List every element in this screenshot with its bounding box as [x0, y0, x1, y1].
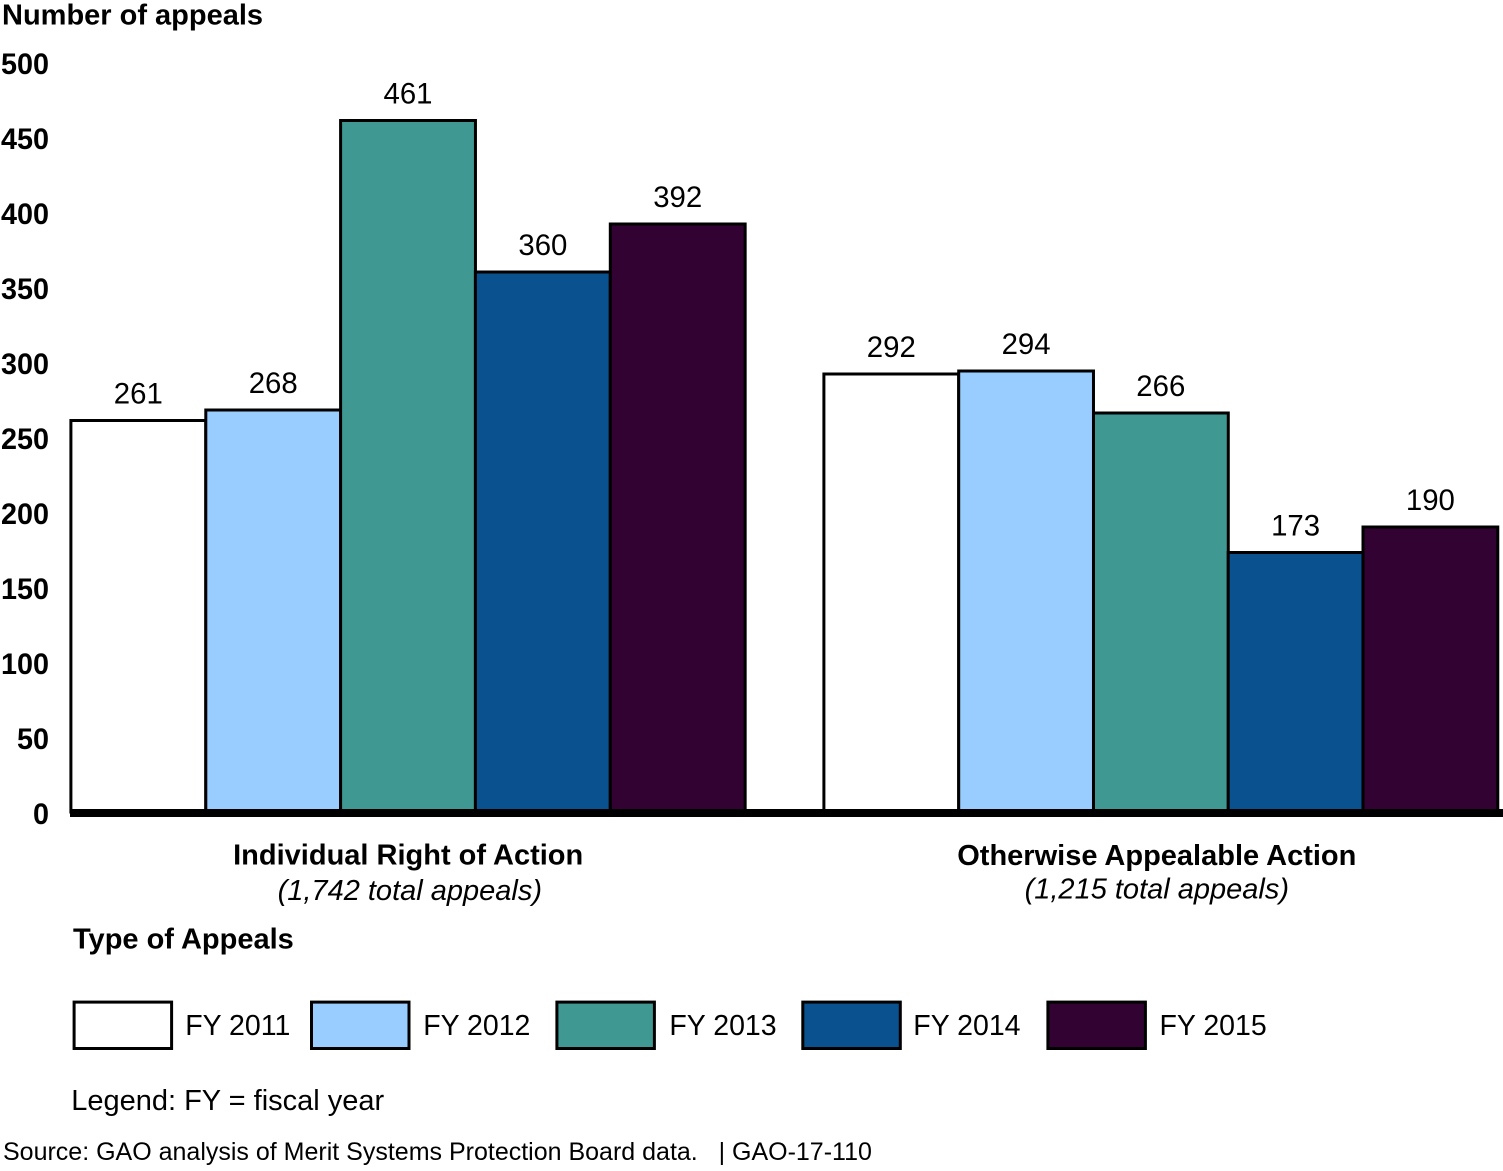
- svg-text:250: 250: [1, 423, 49, 456]
- svg-text:0: 0: [33, 798, 49, 831]
- svg-text:Individual Right of Action: Individual Right of Action: [233, 839, 583, 871]
- svg-text:294: 294: [1002, 328, 1051, 361]
- svg-text:266: 266: [1136, 370, 1185, 403]
- svg-text:400: 400: [1, 198, 49, 231]
- svg-text:FY 2012: FY 2012: [423, 1010, 530, 1042]
- svg-text:FY 2014: FY 2014: [913, 1010, 1020, 1042]
- svg-text:FY 2011: FY 2011: [185, 1010, 290, 1042]
- svg-text:(1,742 total appeals): (1,742 total appeals): [278, 875, 542, 907]
- svg-text:(1,215 total appeals): (1,215 total appeals): [1025, 874, 1289, 906]
- svg-text:190: 190: [1406, 484, 1455, 517]
- svg-text:292: 292: [867, 331, 916, 364]
- svg-text:500: 500: [1, 48, 49, 81]
- svg-text:Number of appeals: Number of appeals: [2, 0, 263, 32]
- svg-text:Source: GAO analysis of Merit: Source: GAO analysis of Merit Systems Pr…: [3, 1138, 872, 1166]
- svg-text:FY 2013: FY 2013: [669, 1010, 776, 1042]
- svg-text:FY 2015: FY 2015: [1160, 1010, 1267, 1042]
- svg-text:261: 261: [114, 378, 163, 411]
- svg-text:200: 200: [1, 498, 49, 531]
- svg-text:461: 461: [384, 78, 433, 111]
- svg-text:Otherwise Appealable Action: Otherwise Appealable Action: [957, 840, 1356, 872]
- svg-text:150: 150: [1, 573, 49, 606]
- svg-text:392: 392: [653, 181, 702, 214]
- svg-text:350: 350: [1, 273, 49, 306]
- svg-text:Legend: FY = fiscal year: Legend: FY = fiscal year: [71, 1085, 384, 1117]
- svg-text:360: 360: [518, 229, 567, 262]
- svg-text:100: 100: [1, 648, 49, 681]
- svg-text:268: 268: [249, 367, 298, 400]
- svg-text:300: 300: [1, 348, 49, 381]
- svg-text:Type of Appeals: Type of Appeals: [73, 924, 294, 956]
- svg-text:173: 173: [1271, 510, 1320, 543]
- svg-text:50: 50: [17, 723, 49, 756]
- svg-text:450: 450: [1, 123, 49, 156]
